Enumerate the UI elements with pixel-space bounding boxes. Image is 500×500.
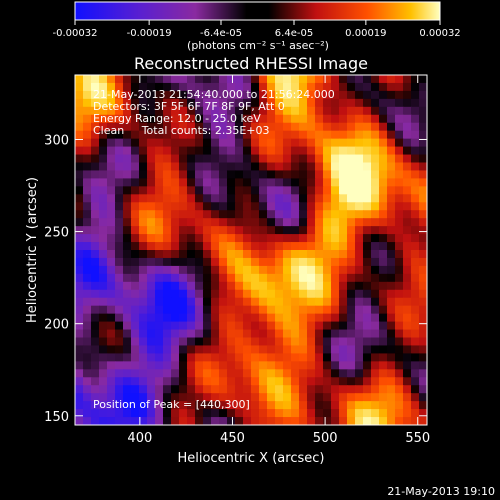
annotation-energy: Energy Range: 12.0 - 25.0 keV bbox=[93, 112, 261, 125]
colorbar-ticks: -0.00032 -0.00019 -6.4e-05 6.4e-05 0.00019 0.… bbox=[53, 20, 461, 39]
annotation-time: 21-May-2013 21:54:40.000 to 21:56:24.000 bbox=[93, 88, 335, 101]
colorbar-tick-label: 0.00032 bbox=[419, 28, 460, 39]
y-tick-label: 150 bbox=[44, 410, 69, 425]
colorbar-tick-label: -0.00032 bbox=[53, 28, 98, 39]
colorbar-tick-label: -0.00019 bbox=[127, 28, 172, 39]
y-tick-label: 300 bbox=[44, 133, 69, 148]
annotation-peak: Position of Peak = [440,300] bbox=[93, 398, 250, 411]
chart-title: Reconstructed RHESSI Image bbox=[134, 54, 368, 73]
colorbar-tick-label: 0.00019 bbox=[345, 28, 386, 39]
plot-frame bbox=[74, 74, 428, 426]
colorbar bbox=[74, 1, 441, 21]
colorbar-units: (photons cm⁻² s⁻¹ asec⁻²) bbox=[187, 39, 329, 52]
x-axis-ticks: 400 450 500 550 bbox=[127, 75, 430, 446]
x-tick-label: 400 bbox=[127, 431, 152, 446]
y-tick-label: 250 bbox=[44, 226, 69, 241]
y-axis-label: Heliocentric Y (arcsec) bbox=[25, 177, 40, 323]
heatmap-image bbox=[75, 75, 427, 425]
x-tick-label: 500 bbox=[313, 431, 338, 446]
colorbar-tick-label: 6.4e-05 bbox=[275, 28, 313, 39]
y-tick-label: 200 bbox=[44, 318, 69, 333]
annotation-clean: Clean Total counts: 2.35E+03 bbox=[93, 124, 270, 137]
y-axis-ticks: 150 200 250 300 bbox=[44, 133, 427, 425]
annotation-detectors: Detectors: 3F 5F 6F 7F 8F 9F, Att 0 bbox=[93, 100, 285, 113]
colorbar-tick-label: -6.4e-05 bbox=[200, 28, 242, 39]
x-axis-label: Heliocentric X (arcsec) bbox=[178, 451, 325, 466]
x-tick-label: 550 bbox=[405, 431, 430, 446]
x-tick-label: 450 bbox=[220, 431, 245, 446]
footer-timestamp: 21-May-2013 19:10 bbox=[387, 485, 495, 498]
